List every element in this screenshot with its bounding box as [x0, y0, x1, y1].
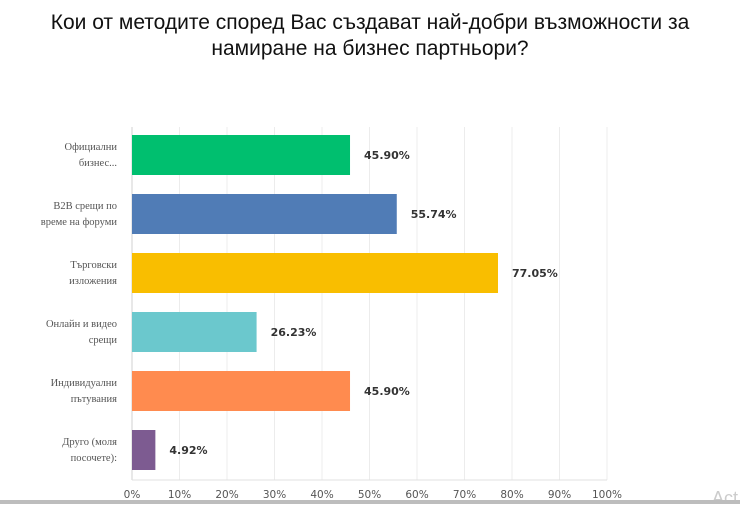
x-tick-label: 60%: [405, 489, 428, 501]
category-label: Индивидуални: [51, 378, 118, 389]
category-label: Търговски: [70, 260, 117, 271]
category-label: Друго (моля: [62, 437, 117, 448]
data-label: 4.92%: [169, 444, 207, 457]
x-tick-label: 10%: [168, 489, 191, 501]
x-tick-label: 70%: [453, 489, 476, 501]
data-label: 45.90%: [364, 385, 410, 398]
data-label: 55.74%: [411, 208, 457, 221]
category-label: време на форуми: [41, 217, 118, 228]
bar: [132, 135, 351, 175]
watermark: Act: [712, 488, 739, 508]
chart-title: Кои от методите според Вас създават най-…: [50, 11, 690, 60]
bar: [132, 430, 156, 470]
bar: [132, 371, 351, 411]
category-label: Официални: [65, 142, 118, 153]
x-tick-label: 50%: [358, 489, 381, 501]
bottom-divider: [0, 500, 740, 504]
data-label: 45.90%: [364, 149, 410, 162]
category-label: изложения: [69, 276, 117, 287]
bar: [132, 253, 498, 293]
category-label: пътувания: [71, 394, 117, 405]
x-tick-label: 40%: [310, 489, 333, 501]
category-label: посочете):: [71, 453, 117, 464]
category-label: Онлайн и видео: [46, 319, 117, 330]
category-label: срещи: [89, 335, 118, 346]
category-label: B2B срещи по: [53, 201, 117, 212]
x-tick-label: 100%: [592, 489, 622, 501]
x-tick-label: 20%: [215, 489, 238, 501]
bar: [132, 194, 397, 234]
x-tick-label: 30%: [263, 489, 286, 501]
bar: [132, 312, 257, 352]
data-label: 77.05%: [512, 267, 558, 280]
category-label: бизнес...: [79, 158, 117, 169]
x-tick-label: 90%: [548, 489, 571, 501]
data-label: 26.23%: [271, 326, 317, 339]
x-tick-label: 80%: [500, 489, 523, 501]
x-tick-label: 0%: [124, 489, 141, 501]
